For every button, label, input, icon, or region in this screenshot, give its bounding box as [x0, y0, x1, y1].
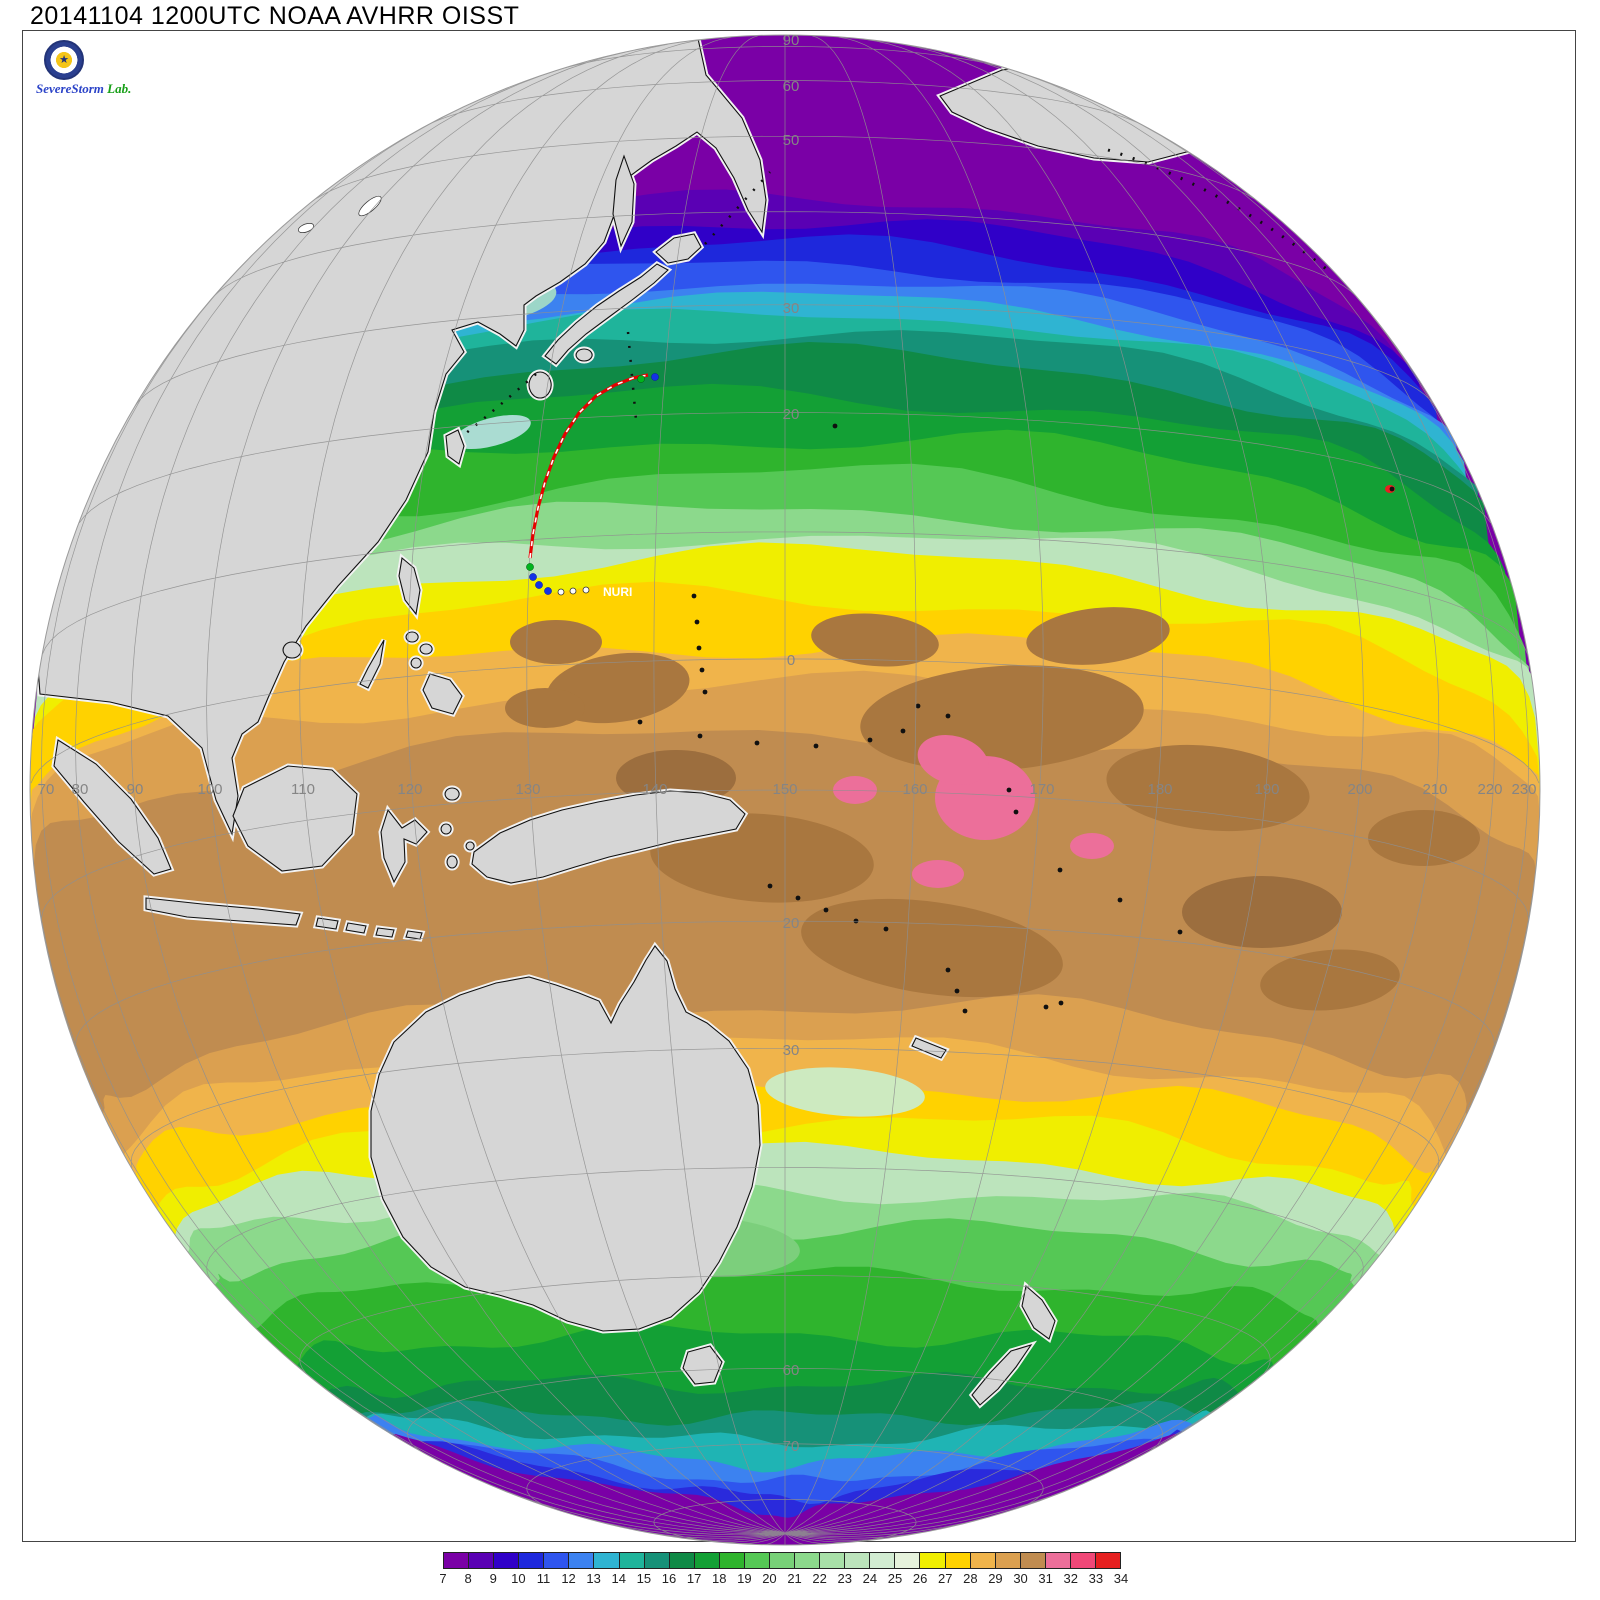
colorbar-cell	[518, 1553, 544, 1568]
lab-word-severe: Severe	[36, 81, 72, 96]
colorbar-tick-label: 33	[1088, 1571, 1104, 1586]
colorbar-cell	[593, 1553, 619, 1568]
colorbar-cell	[1095, 1553, 1121, 1568]
colorbar-tick-label: 17	[686, 1571, 702, 1586]
colorbar-cell	[819, 1553, 845, 1568]
lab-seal-icon	[44, 40, 84, 80]
colorbar-cell	[568, 1553, 594, 1568]
severe-storm-lab-logo: SevereStorm Lab.	[36, 40, 176, 96]
colorbar-tick-label: 30	[1013, 1571, 1028, 1586]
colorbar-cell	[543, 1553, 569, 1568]
colorbar-tick-label: 8	[464, 1571, 472, 1586]
colorbar-tick-label: 21	[787, 1571, 802, 1586]
colorbar-cell	[844, 1553, 870, 1568]
colorbar-cell	[944, 1553, 970, 1568]
colorbar-cell	[493, 1553, 519, 1568]
colorbar-tick-label: 12	[561, 1571, 576, 1586]
colorbar-cell	[894, 1553, 920, 1568]
colorbar-tick-label: 29	[988, 1571, 1003, 1586]
colorbar-tick-label: 28	[963, 1571, 978, 1586]
colorbar-tick-label: 18	[711, 1571, 727, 1586]
colorbar-cell	[1044, 1553, 1070, 1568]
lab-word-lab: Lab.	[107, 81, 132, 96]
colorbar-tick-label: 13	[586, 1571, 601, 1586]
colorbar-tick-label: 25	[887, 1571, 903, 1586]
colorbar-cell	[718, 1553, 744, 1568]
colorbar-cell	[1019, 1553, 1045, 1568]
colorbar-cells	[443, 1552, 1121, 1569]
colorbar-cell	[869, 1553, 895, 1568]
colorbar-cell	[444, 1553, 469, 1568]
colorbar-cell	[743, 1553, 770, 1568]
colorbar-tick-label: 34	[1113, 1571, 1129, 1586]
colorbar-cell	[618, 1553, 644, 1568]
colorbar-tick-label: 16	[661, 1571, 677, 1586]
colorbar-cell	[969, 1553, 995, 1568]
colorbar-cell	[769, 1553, 795, 1568]
map-frame	[22, 30, 1576, 1542]
colorbar-cell	[693, 1553, 719, 1568]
colorbar-tick-label: 22	[812, 1571, 827, 1586]
colorbar-tick-label: 11	[536, 1571, 551, 1586]
colorbar-cell	[994, 1553, 1020, 1568]
sst-colorbar: 7 8 9 10 11 12 13 14 15 16 17 18 19 20 21 22 23 24 25 26 27 2…	[439, 1552, 1128, 1589]
colorbar-tick-label: 27	[937, 1571, 953, 1586]
colorbar-tick-label: 32	[1063, 1571, 1078, 1586]
colorbar-tick-label: 19	[737, 1571, 752, 1586]
colorbar-tick-label: 23	[837, 1571, 852, 1586]
colorbar-cell	[668, 1553, 694, 1568]
colorbar-tick-label: 31	[1038, 1571, 1053, 1586]
colorbar-cell	[1069, 1553, 1096, 1568]
colorbar-tick-label: 9	[489, 1571, 497, 1586]
colorbar-tick-label: 15	[636, 1571, 652, 1586]
colorbar-cell	[468, 1553, 494, 1568]
lab-name: SevereStorm Lab.	[36, 82, 176, 96]
colorbar-tick-label: 24	[862, 1571, 878, 1586]
colorbar-tick-label: 14	[611, 1571, 626, 1586]
colorbar-tick-label: 7	[439, 1571, 447, 1586]
colorbar-cell	[794, 1553, 820, 1568]
colorbar-cell	[643, 1553, 669, 1568]
colorbar-tick-label: 20	[762, 1571, 777, 1586]
colorbar-labels: 7 8 9 10 11 12 13 14 15 16 17 18 19 20 21 22 23 24 25 26 27 2…	[439, 1571, 1128, 1589]
colorbar-tick-label: 26	[912, 1571, 928, 1586]
page-title: 20141104 1200UTC NOAA AVHRR OISST	[30, 2, 520, 30]
lab-word-storm: Storm	[71, 81, 104, 96]
colorbar-tick-label: 10	[511, 1571, 526, 1586]
colorbar-cell	[919, 1553, 945, 1568]
